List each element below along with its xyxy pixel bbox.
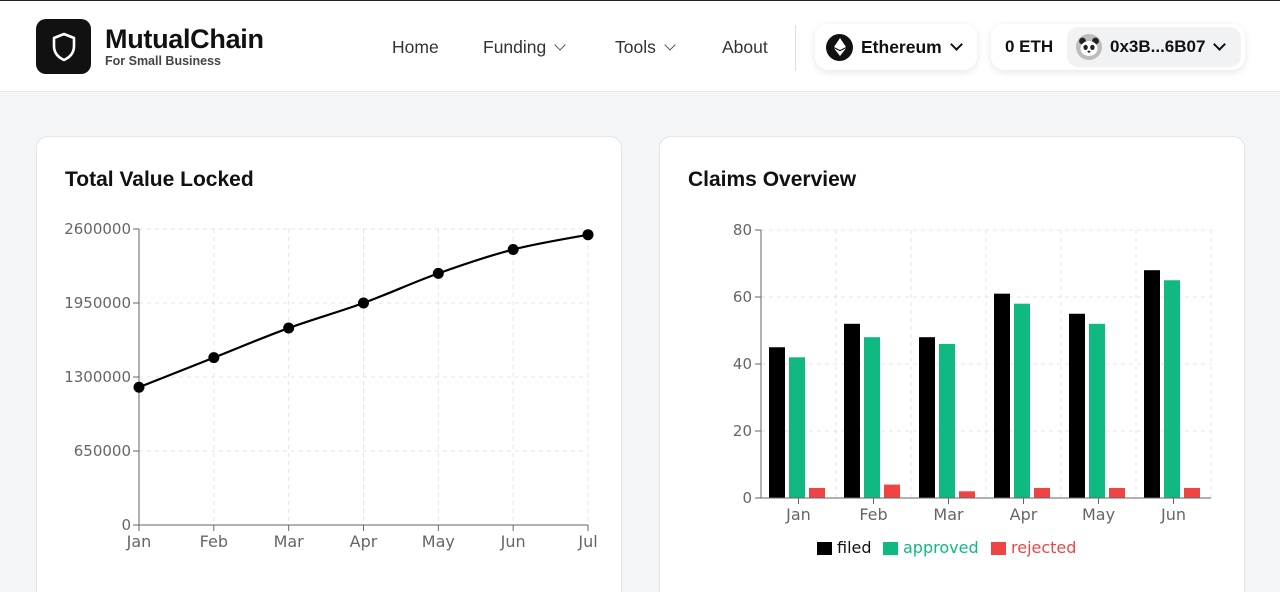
brand-tagline: For Small Business <box>105 54 222 68</box>
x-tick-label: May <box>1082 505 1115 524</box>
bar-approved <box>789 357 805 498</box>
legend-swatch-filed <box>817 542 832 555</box>
chevron-down-icon <box>554 39 566 51</box>
y-tick-label: 650000 <box>74 442 131 460</box>
header: MutualChain For Small Business Home Fund… <box>0 1 1280 92</box>
nav-about-label: About <box>722 37 768 57</box>
x-tick-label: Feb <box>859 505 887 524</box>
nav-home[interactable]: Home <box>392 37 439 58</box>
x-tick-label: Apr <box>350 532 378 551</box>
shield-icon <box>52 32 75 61</box>
tvl-point <box>432 267 444 279</box>
tvl-point <box>283 322 295 334</box>
nav-tools[interactable]: Tools <box>615 37 676 58</box>
y-tick-label: 40 <box>733 355 752 373</box>
bar-rejected <box>1109 487 1125 498</box>
tvl-point <box>133 381 145 393</box>
nav-about[interactable]: About <box>722 37 768 58</box>
ethereum-icon <box>826 33 853 61</box>
eth-balance: 0 ETH <box>1005 37 1054 56</box>
legend-label-approved: approved <box>903 538 979 557</box>
brand: MutualChain For Small Business <box>105 23 264 68</box>
panda-avatar-icon <box>1076 34 1102 60</box>
chevron-down-icon <box>1213 37 1227 51</box>
x-tick-label: Jul <box>577 532 597 551</box>
x-tick-label: Mar <box>933 505 964 524</box>
bar-filed <box>919 337 935 498</box>
bar-approved <box>939 343 955 498</box>
tvl-point <box>507 243 519 255</box>
legend-swatch-approved <box>883 542 898 555</box>
bar-rejected <box>1184 487 1200 498</box>
chevron-down-icon <box>949 37 963 51</box>
y-tick-label: 1950000 <box>64 294 131 312</box>
bar-filed <box>844 323 860 498</box>
bar-rejected <box>959 491 975 498</box>
bar-approved <box>1014 303 1030 498</box>
bar-filed <box>769 347 785 498</box>
tvl-point <box>582 229 594 241</box>
nav-tools-label: Tools <box>615 37 656 57</box>
x-tick-label: Jun <box>1160 505 1186 524</box>
nav-funding[interactable]: Funding <box>483 37 566 58</box>
y-tick-label: 2600000 <box>64 220 131 238</box>
x-tick-label: Apr <box>1010 505 1038 524</box>
network-selector[interactable]: Ethereum <box>815 24 977 70</box>
tvl-card: Total Value Locked 0 650000 1300000 1950000… <box>36 136 622 592</box>
legend-swatch-rejected <box>991 542 1006 555</box>
y-tick-label: 60 <box>733 288 752 306</box>
bar-filed <box>994 293 1010 498</box>
nav-funding-label: Funding <box>483 37 547 57</box>
claims-chart: 0 20 40 60 80 Jan Feb Mar Apr May Jun filed approved… <box>733 221 1212 557</box>
x-tick-label: Jan <box>126 532 152 551</box>
network-label: Ethereum <box>861 36 942 57</box>
account-widget: 0 ETH 0x3B...6B07 <box>991 24 1245 70</box>
nav-home-label: Home <box>392 37 439 57</box>
account-button[interactable]: 0x3B...6B07 <box>1067 27 1241 67</box>
bar-approved <box>1164 280 1180 498</box>
bar-rejected <box>884 484 900 498</box>
tvl-card-title: Total Value Locked <box>65 168 254 191</box>
tvl-point <box>358 297 369 309</box>
brand-name: MutualChain <box>105 24 264 54</box>
x-tick-label: Feb <box>200 532 228 551</box>
x-tick-label: Mar <box>274 532 305 551</box>
nav-divider <box>795 25 796 71</box>
bar-rejected <box>1034 487 1050 498</box>
bar-filed <box>1144 270 1160 498</box>
y-tick-label: 0 <box>742 489 752 507</box>
x-tick-label: May <box>422 532 455 551</box>
bar-filed <box>1069 313 1085 498</box>
legend-label-filed: filed <box>837 538 872 557</box>
claims-card-title: Claims Overview <box>688 168 857 191</box>
x-tick-label: Jun <box>500 532 526 551</box>
y-tick-label: 20 <box>733 422 752 440</box>
y-tick-label: 0 <box>121 516 131 534</box>
top-border <box>0 0 1280 1</box>
logo[interactable] <box>36 19 91 74</box>
chevron-down-icon <box>664 39 676 51</box>
claims-card: Claims Overview 0 20 40 60 80 Jan Feb Mar Apr May… <box>659 136 1245 592</box>
y-tick-label: 80 <box>733 221 752 239</box>
legend-label-rejected: rejected <box>1011 538 1076 557</box>
bar-rejected <box>809 487 825 498</box>
bar-approved <box>1089 323 1105 498</box>
tvl-chart: 0 650000 1300000 1950000 2600000 Jan Feb Mar Apr… <box>64 220 597 551</box>
y-tick-label: 1300000 <box>64 368 131 386</box>
tvl-point <box>208 352 220 364</box>
x-tick-label: Jan <box>785 505 811 524</box>
bar-approved <box>864 337 880 498</box>
wallet-address: 0x3B...6B07 <box>1110 37 1206 56</box>
